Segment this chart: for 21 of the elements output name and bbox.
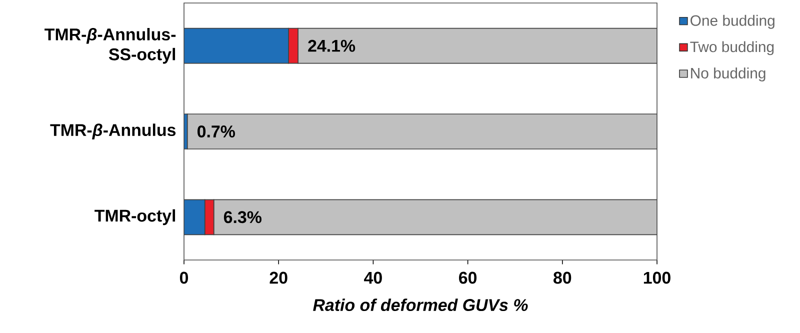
x-tick-label: 80 <box>554 272 572 284</box>
y-tick-label: TMR-β-Annulus-SS-octyl <box>44 28 176 64</box>
y-tick-label: TMR-β-Annulus <box>50 124 176 140</box>
legend-label: One budding <box>690 14 774 29</box>
bar <box>213 199 658 236</box>
x-tick-label: 20 <box>270 272 288 284</box>
annotation: 24.1% <box>308 40 356 52</box>
bar <box>186 114 658 150</box>
bar <box>298 28 658 64</box>
x-tick-label: 40 <box>364 272 382 284</box>
annotation: 6.3% <box>224 211 262 224</box>
legend-label: No budding <box>691 68 766 82</box>
x-tick-label: 60 <box>459 272 477 284</box>
y-tick-label: TMR-octyl <box>94 209 176 226</box>
x-axis-title: Ratio of deformed GUVs % <box>313 298 528 312</box>
annotation: 0.7% <box>198 126 235 138</box>
x-tick-label: 100 <box>644 272 670 284</box>
legend-label: Two budding <box>690 41 774 56</box>
bar <box>184 28 289 64</box>
bar <box>184 199 206 236</box>
x-tick-label: 0 <box>180 272 188 284</box>
